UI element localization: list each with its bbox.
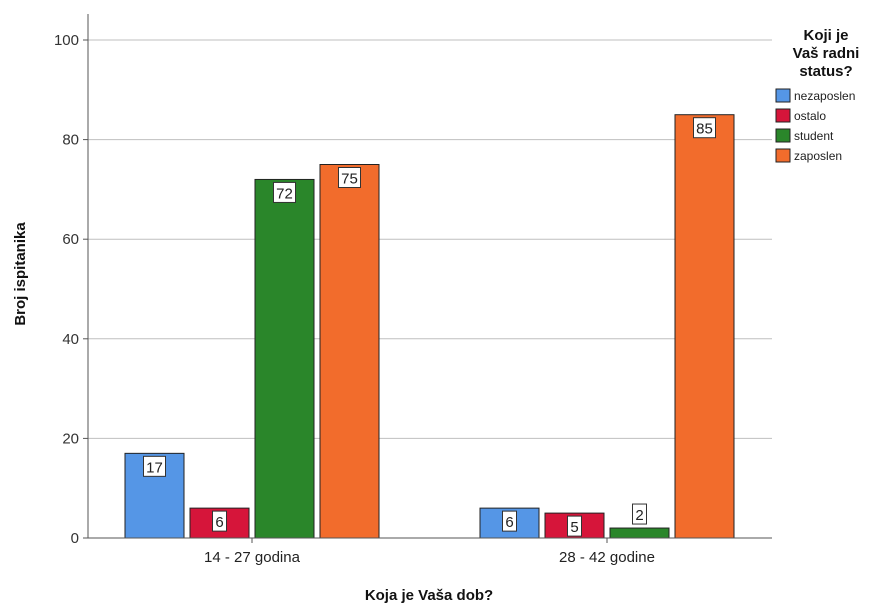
y-tick-label: 0	[71, 530, 79, 547]
data-label-box	[143, 455, 166, 477]
data-label: 72	[276, 185, 293, 202]
legend-label-nezaposlen: nezaposlen	[794, 89, 855, 103]
data-label-box	[693, 117, 716, 139]
data-label: 6	[215, 514, 223, 531]
axes	[87, 14, 772, 539]
data-label: 5	[570, 519, 578, 536]
data-label-box	[632, 503, 647, 525]
data-labels: 17 6 72 75 6 5 2 85	[143, 117, 716, 537]
data-label: 17	[146, 459, 163, 476]
gridlines	[88, 39, 772, 439]
legend-swatch-ostalo	[775, 108, 791, 123]
data-label: 85	[696, 121, 713, 138]
y-tick-label: 40	[62, 331, 79, 348]
data-label: 6	[505, 514, 513, 531]
data-label: 2	[635, 507, 643, 524]
y-axis-title: Broj ispitanika	[12, 222, 29, 326]
legend-swatch-zaposlen	[775, 148, 791, 163]
category-label: 14 - 27 godina	[204, 549, 301, 566]
data-label-box	[273, 181, 296, 203]
y-tick-label: 60	[62, 231, 79, 248]
y-tick-label: 100	[54, 32, 79, 49]
data-label: 75	[341, 171, 358, 188]
legend-items: nezaposlen ostalo student zaposlen	[775, 88, 855, 163]
legend-title-line-3: status?	[799, 63, 852, 80]
data-label-box	[567, 515, 582, 537]
y-tick-label: 80	[62, 132, 79, 149]
bar-student	[609, 527, 670, 539]
tick-labels: 0 20 40 60 80 100 14 - 27 godina 28 - 42 godine	[54, 32, 655, 566]
bar-student	[254, 178, 315, 539]
data-label-box	[212, 510, 227, 532]
legend-swatch-student	[775, 128, 791, 143]
legend-title-line-1: Koji je	[803, 27, 848, 44]
x-axis-title: Koja je Vaša dob?	[365, 587, 493, 604]
bar-zaposlen	[674, 114, 735, 539]
legend-title-line-2: Vaš radni	[793, 45, 860, 62]
legend-swatch-nezaposlen	[775, 88, 791, 103]
bars	[124, 114, 735, 539]
data-label-box	[338, 167, 361, 188]
legend-label-student: student	[794, 129, 834, 143]
bar-zaposlen	[319, 164, 380, 539]
legend-label-zaposlen: zaposlen	[794, 149, 842, 163]
category-label: 28 - 42 godine	[559, 549, 655, 566]
y-tick-label: 20	[62, 430, 79, 447]
legend: Koji je Vaš radni status? nezaposlen osta…	[775, 27, 860, 163]
data-label-box	[502, 510, 517, 532]
legend-label-ostalo: ostalo	[794, 109, 826, 123]
